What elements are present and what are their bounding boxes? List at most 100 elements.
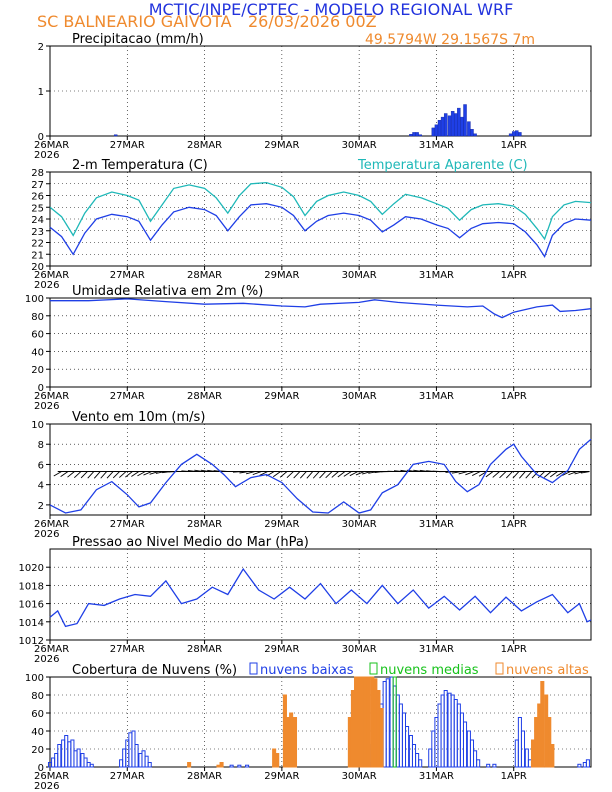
x-tick-label: 29MAR bbox=[264, 644, 299, 655]
x-tick-label: 26MAR bbox=[34, 140, 69, 151]
y-tick-label: 40 bbox=[31, 727, 44, 738]
cloud-bar-blue bbox=[443, 690, 448, 768]
cloud-bar-blue bbox=[585, 759, 590, 768]
legend-temperatura-aparente: Temperatura Aparente (C) bbox=[357, 158, 528, 173]
x-year-label: 2026 bbox=[34, 280, 59, 291]
x-tick-label: 26MAR bbox=[34, 270, 69, 281]
wind-barb bbox=[279, 471, 288, 478]
x-tick-label: 30MAR bbox=[342, 771, 377, 782]
cloud-bar-orange bbox=[550, 744, 555, 768]
precip-bar bbox=[440, 116, 445, 137]
wind-barb bbox=[505, 471, 513, 479]
x-tick-label: 29MAR bbox=[264, 771, 299, 782]
wind-barb bbox=[556, 471, 565, 477]
y-tick-label: 20 bbox=[31, 365, 44, 376]
y-tick-label: 22 bbox=[31, 239, 44, 250]
wind-barb bbox=[299, 471, 307, 479]
wind-barb bbox=[112, 471, 120, 479]
y-tick-label: 24 bbox=[31, 215, 44, 226]
panel-precip: 26MAR 27MAR 28MAR 29MAR 30MAR 31MAR 1APR 2026 0 1… bbox=[34, 32, 592, 161]
y-tick-label: 1 bbox=[38, 87, 44, 98]
y-tick-label: 40 bbox=[31, 347, 44, 358]
x-tick-label: 27MAR bbox=[110, 771, 145, 782]
y-tick-label: 0 bbox=[38, 132, 44, 143]
y-tick-label: 1018 bbox=[19, 581, 44, 592]
x-tick-label: 30MAR bbox=[342, 140, 377, 151]
wind-barb bbox=[519, 471, 526, 479]
x-year-label: 2026 bbox=[34, 529, 59, 540]
x-year-label: 2026 bbox=[34, 150, 59, 161]
cloud-bar-blue bbox=[385, 678, 390, 768]
x-tick-label: 30MAR bbox=[342, 519, 377, 530]
y-tick-label: 100 bbox=[25, 294, 44, 305]
precip-bar bbox=[434, 124, 439, 137]
precip-bar bbox=[409, 133, 413, 137]
cloud-bar-orange bbox=[379, 708, 384, 768]
x-tick-label: 28MAR bbox=[187, 771, 222, 782]
precip-bar bbox=[457, 107, 461, 137]
wind-barb bbox=[512, 471, 520, 479]
y-tick-label: 60 bbox=[31, 330, 44, 341]
y-tick-label: 21 bbox=[31, 250, 44, 261]
wind-barb bbox=[293, 471, 301, 479]
header-coords: 49.5794W 29.1567S 7m bbox=[365, 32, 535, 48]
wind-barb bbox=[331, 471, 339, 478]
series-line-blue bbox=[50, 298, 592, 319]
x-tick-label: 30MAR bbox=[342, 644, 377, 655]
precip-bar bbox=[415, 132, 419, 137]
wind-barb bbox=[349, 471, 359, 477]
precip-bar bbox=[412, 132, 416, 137]
x-tick-label: 28MAR bbox=[187, 270, 222, 281]
wind-barb bbox=[312, 471, 320, 479]
cloud-bar-green bbox=[392, 676, 397, 768]
wind-barb bbox=[319, 471, 326, 479]
wind-barb bbox=[465, 471, 474, 476]
x-tick-label: 31MAR bbox=[419, 644, 454, 655]
cloud-bar-blue bbox=[492, 763, 497, 768]
x-year-label: 2026 bbox=[34, 781, 59, 792]
precip-bar bbox=[431, 127, 436, 137]
x-tick-label: 1APR bbox=[501, 771, 527, 782]
x-tick-label: 27MAR bbox=[110, 140, 145, 151]
wind-barb bbox=[80, 471, 88, 479]
cloud-bar-blue bbox=[134, 744, 139, 768]
panel-frame bbox=[49, 45, 592, 137]
panel-frame bbox=[49, 548, 592, 641]
legend-label: nuvens altas bbox=[506, 663, 589, 678]
x-tick-label: 27MAR bbox=[110, 644, 145, 655]
y-tick-label: 1016 bbox=[19, 600, 44, 611]
cloud-bar-blue bbox=[476, 759, 481, 768]
y-tick-label: 8 bbox=[38, 440, 44, 451]
x-tick-label: 27MAR bbox=[110, 270, 145, 281]
y-tick-label: 1020 bbox=[19, 563, 44, 574]
cloud-bar-orange bbox=[187, 762, 192, 768]
legend-label: nuvens baixas bbox=[260, 663, 354, 678]
x-tick-label: 30MAR bbox=[342, 391, 377, 402]
y-tick-label: 27 bbox=[31, 180, 44, 191]
precip-bar bbox=[418, 134, 422, 137]
x-tick-label: 1APR bbox=[501, 140, 527, 151]
x-tick-label: 1APR bbox=[501, 519, 527, 530]
legend-swatch bbox=[495, 662, 504, 675]
y-tick-label: 28 bbox=[31, 168, 44, 179]
wind-barb bbox=[259, 471, 268, 476]
y-tick-label: 26 bbox=[31, 192, 44, 203]
wind-barb bbox=[343, 471, 352, 477]
legend-swatch bbox=[369, 662, 378, 675]
wind-barb bbox=[272, 471, 281, 478]
precip-bar bbox=[508, 133, 513, 137]
wind-barb bbox=[306, 471, 314, 479]
precip-bar bbox=[443, 113, 448, 137]
y-tick-label: 2 bbox=[38, 501, 44, 512]
cloud-bar-orange bbox=[275, 753, 280, 768]
header-title: MCTIC/INPE/CPTEC - MODELO REGIONAL WRF bbox=[149, 0, 514, 19]
cloud-bar-blue bbox=[577, 763, 582, 768]
panel-title: Cobertura de Nuvens (%) bbox=[72, 663, 237, 678]
cloud-bar-blue bbox=[486, 763, 491, 768]
wind-barb bbox=[355, 471, 365, 476]
y-tick-label: 6 bbox=[38, 460, 44, 471]
y-tick-label: 20 bbox=[31, 745, 44, 756]
y-tick-label: 23 bbox=[31, 227, 44, 238]
cloud-bar-blue bbox=[144, 755, 149, 768]
cloud-bar-blue bbox=[76, 748, 81, 768]
